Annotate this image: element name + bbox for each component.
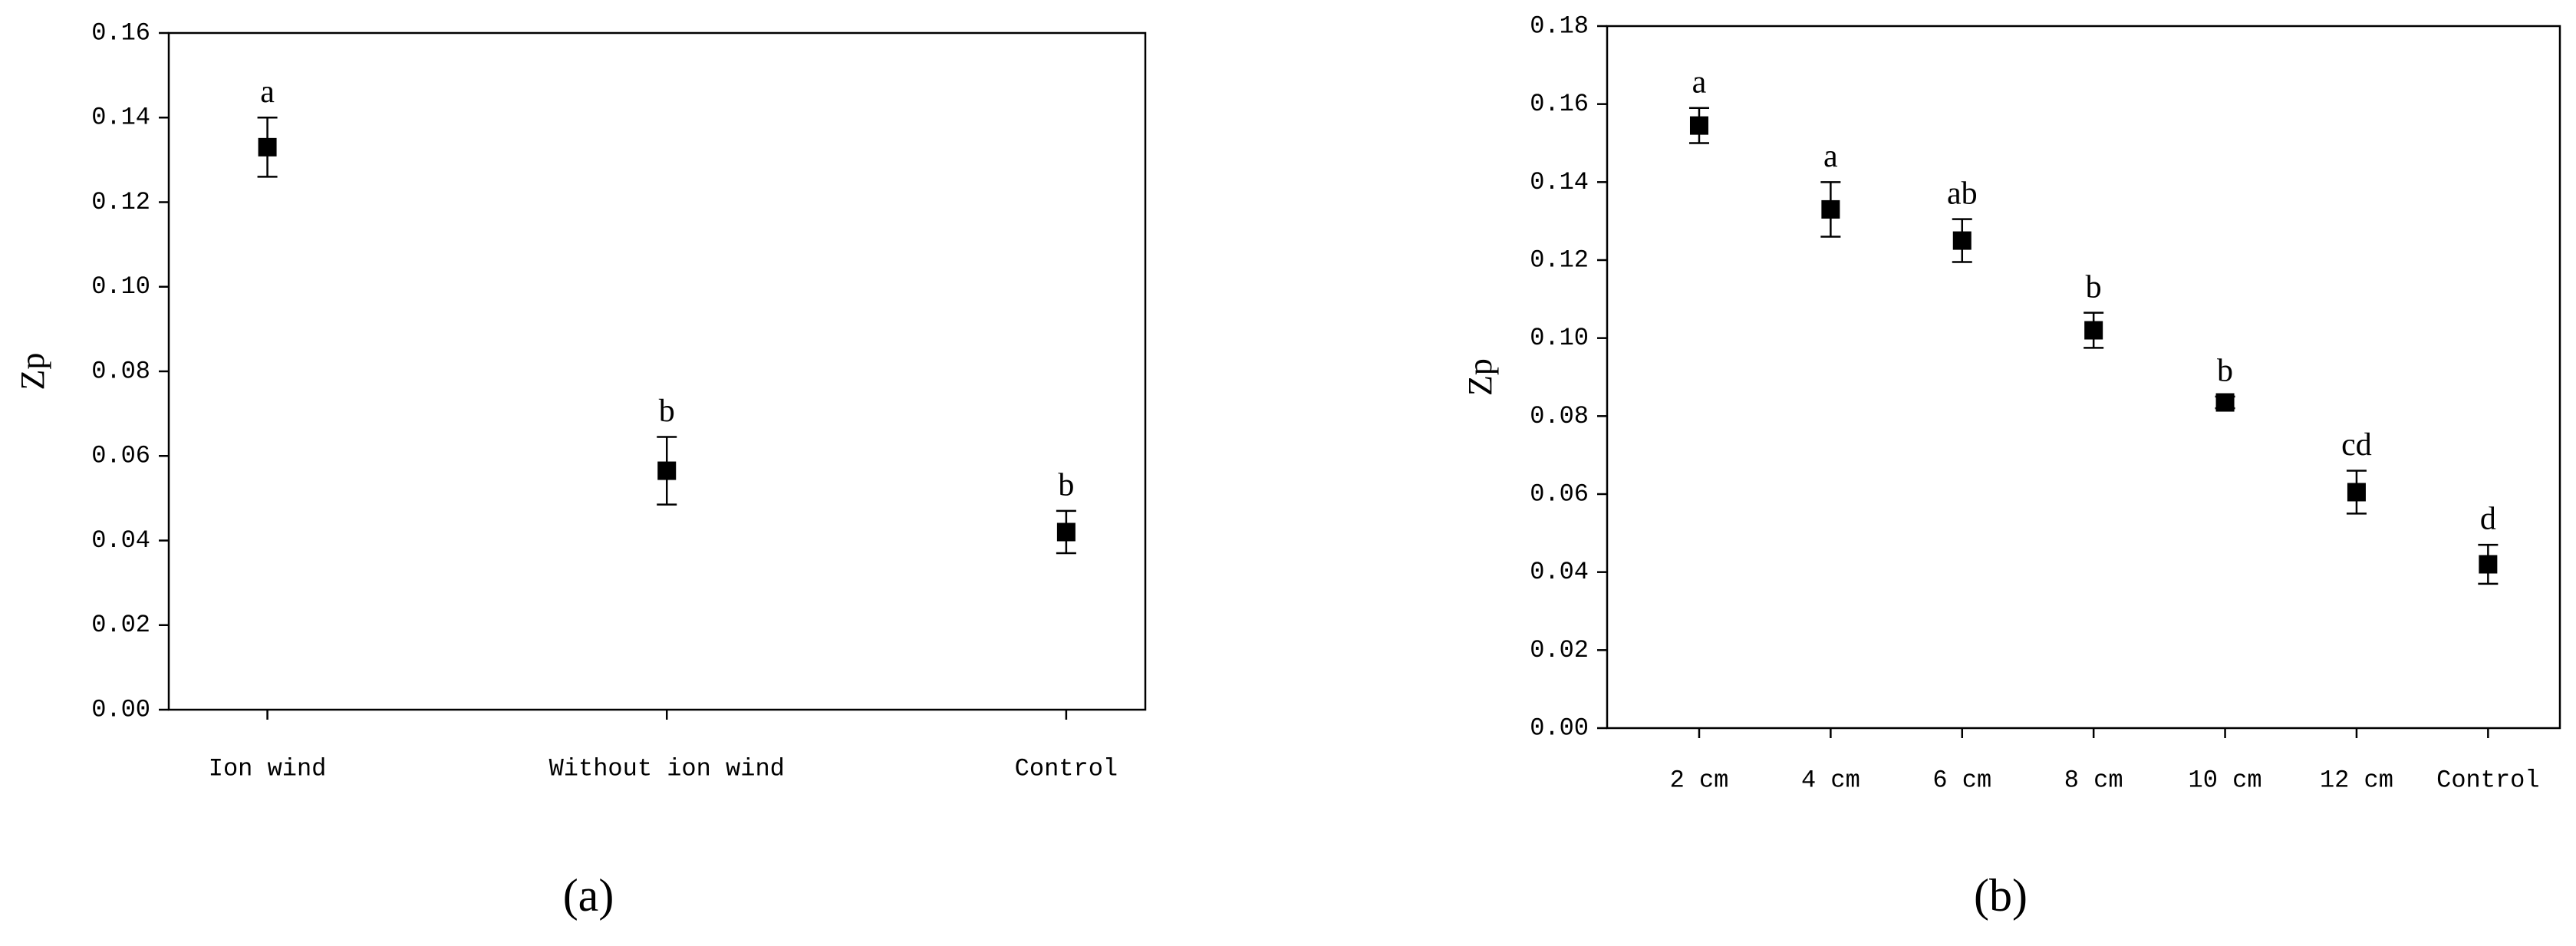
plot-frame	[1606, 25, 2561, 730]
y-tick-label: 0.16	[91, 18, 150, 47]
point	[657, 461, 677, 480]
y-tick-label: 0.02	[91, 611, 150, 639]
y-tick-label: 0.08	[91, 357, 150, 385]
y-tick-label: 0.06	[1530, 480, 1589, 508]
x-tick-label: 12 cm	[2320, 766, 2393, 794]
y-tick-label: 0.10	[91, 272, 150, 301]
point-label: d	[2480, 502, 2496, 537]
point	[2215, 393, 2235, 412]
y-tick-label: 0.18	[1530, 12, 1589, 40]
x-tick-label: 8 cm	[2064, 766, 2123, 794]
point	[1952, 231, 1972, 250]
point	[2479, 555, 2498, 574]
point-label: a	[1823, 139, 1838, 174]
point-label: b	[659, 394, 675, 429]
point	[1821, 199, 1840, 219]
panel-caption: (b)	[1974, 870, 2028, 921]
x-tick-label: 6 cm	[1932, 766, 1991, 794]
point	[2347, 483, 2366, 502]
x-tick-label: Control	[2436, 766, 2539, 794]
point	[1056, 522, 1076, 542]
point-label: b	[2217, 354, 2233, 389]
point	[258, 137, 277, 157]
point-label: b	[2086, 269, 2102, 305]
point	[1689, 116, 1708, 135]
x-tick-label: 10 cm	[2189, 766, 2262, 794]
y-tick-label: 0.08	[1530, 402, 1589, 430]
point-label: cd	[2341, 427, 2372, 463]
x-tick-label: 4 cm	[1801, 766, 1860, 794]
y-tick-label: 0.04	[1530, 558, 1589, 586]
y-axis-label: Zp	[1461, 358, 1499, 396]
y-tick-label: 0.00	[91, 695, 150, 724]
y-tick-label: 0.14	[1530, 168, 1589, 196]
y-tick-label: 0.10	[1530, 324, 1589, 352]
y-tick-label: 0.04	[91, 526, 150, 555]
y-tick-label: 0.16	[1530, 90, 1589, 118]
y-tick-label: 0.00	[1530, 714, 1589, 742]
x-tick-label: Without ion wind	[549, 754, 785, 783]
x-tick-label: Control	[1015, 754, 1118, 783]
x-tick-label: Ion wind	[209, 754, 327, 783]
point-label: a	[1692, 64, 1707, 100]
plot-frame	[167, 31, 1147, 711]
y-tick-label: 0.02	[1530, 636, 1589, 664]
point-label: ab	[1947, 176, 1978, 211]
y-tick-label: 0.12	[1530, 246, 1589, 274]
y-tick-label: 0.06	[91, 442, 150, 470]
y-tick-label: 0.14	[91, 104, 150, 132]
x-tick-label: 2 cm	[1670, 766, 1729, 794]
point	[2084, 321, 2103, 340]
y-tick-label: 0.12	[91, 188, 150, 216]
panel-caption: (a)	[563, 870, 614, 921]
point-label: b	[1058, 468, 1074, 503]
point-label: a	[260, 74, 275, 110]
y-axis-label: Zp	[14, 353, 51, 391]
